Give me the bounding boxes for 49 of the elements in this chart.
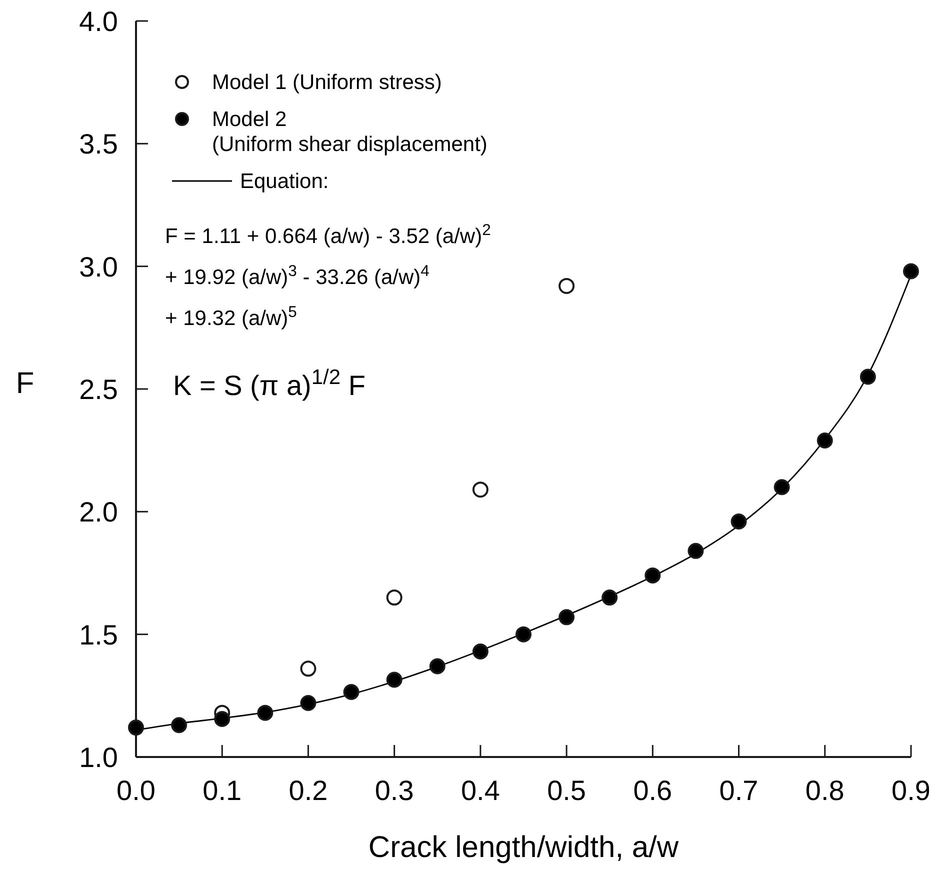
- point: [774, 479, 790, 496]
- y-tick-label: 3.5: [79, 128, 118, 160]
- x-tick-label: 0.7: [719, 775, 758, 806]
- point: [472, 482, 488, 498]
- point: [688, 542, 704, 559]
- x-axis-title: Crack length/width, a/w: [368, 831, 679, 864]
- x-tick-label: 0.9: [892, 775, 930, 806]
- y-tick-label: 1.0: [79, 742, 118, 773]
- point: [903, 263, 919, 280]
- point: [516, 626, 532, 642]
- x-tick-label: 0.2: [288, 775, 328, 806]
- legend-label: Model 1 (Uniform stress): [212, 71, 442, 94]
- annotation: + 19.92 (a/w)$^{3}$ - 33.26 (a/w)$^{4}$: [165, 262, 430, 289]
- point: [429, 658, 446, 674]
- point: [300, 660, 316, 677]
- x-tick-label: 0.6: [633, 775, 672, 806]
- y-tick-label: 1.5: [79, 619, 118, 650]
- point: [730, 513, 747, 530]
- point: [644, 567, 661, 584]
- point: [343, 684, 360, 700]
- y-tick-label: 2.0: [79, 496, 118, 528]
- y-tick-label: 4.0: [79, 6, 118, 37]
- point: [214, 710, 230, 727]
- point: [602, 590, 618, 606]
- point: [128, 720, 144, 736]
- point: [171, 717, 188, 734]
- y-tick-label: 3.0: [79, 251, 118, 282]
- x-tick-label: 0.0: [116, 775, 156, 806]
- point: [816, 432, 833, 449]
- annotation: K = S (π a)$^{1/2}$ F: [173, 366, 366, 401]
- point: [558, 609, 575, 626]
- point: [257, 704, 274, 721]
- y-axis-title: F: [16, 367, 34, 400]
- point: [386, 590, 402, 606]
- x-tick-label: 0.8: [805, 775, 844, 806]
- legend-label: Model 2 (Uniform shear displacement): [212, 108, 488, 156]
- point: [386, 672, 402, 688]
- annotation: F = 1.11 + 0.664 (a/w) - 3.52 (a/w)$^{2}$: [165, 222, 491, 248]
- point: [860, 368, 876, 385]
- x-tick-label: 0.5: [547, 775, 586, 806]
- x-tick-label: 0.4: [460, 775, 500, 806]
- y-tick-label: 2.5: [79, 374, 118, 405]
- x-tick-label: 0.3: [374, 775, 414, 806]
- point: [558, 278, 575, 294]
- x-tick-label: 0.1: [202, 775, 242, 806]
- annotation: + 19.32 (a/w)$^{5}$: [165, 304, 298, 330]
- point: [472, 644, 488, 660]
- legend-label: Equation:: [240, 170, 329, 193]
- point: [300, 695, 316, 712]
